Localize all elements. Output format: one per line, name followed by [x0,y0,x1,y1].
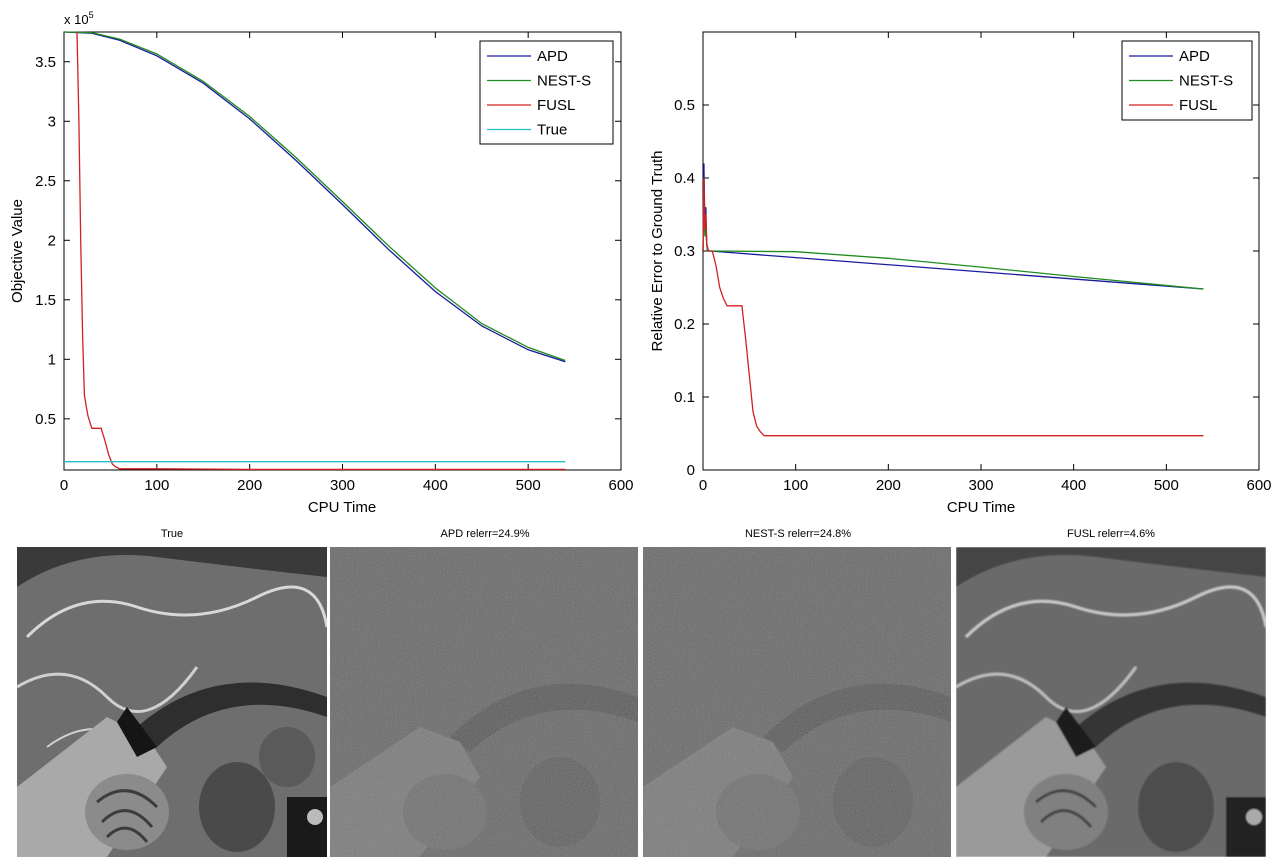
x-tick-labels: 0 100 200 300 400 500 600 [699,477,1272,494]
y-tick-label: 3 [48,113,56,130]
y-tick-label: 2 [48,232,56,249]
y-tick-label: 0.5 [674,97,695,114]
x-axis-label: CPU Time [308,499,376,516]
legend-entries: APD NEST-S FUSL True [487,48,591,139]
y-tick-label: 0.1 [674,389,695,406]
y-tick-labels: 0.5 1 1.5 2 2.5 3 3.5 [35,54,56,428]
objective-chart: 0 100 200 300 400 500 600 0.5 1 1.5 2 2.5 3 3.5 CPU … [9,10,634,516]
y-tick-label: 0.5 [35,411,56,428]
series-line-nests [63,31,566,362]
series-lines [63,31,566,471]
panel-title-nest-s: NEST-S relerr=24.8% [745,528,851,540]
y-tick-label: 0.4 [674,170,695,187]
panel-title-apd: APD relerr=24.9% [441,528,530,540]
x-tick-label: 500 [516,477,541,494]
x-tick-label: 600 [1246,477,1271,494]
y-tick-label: 2.5 [35,173,56,190]
x-tick-labels: 0 100 200 300 400 500 600 [60,477,634,494]
y-tick-label: 1.5 [35,292,56,309]
y-tick-label: 0.2 [674,316,695,333]
x-tick-label: 0 [699,477,707,494]
legend-label: NEST-S [1179,73,1233,90]
y-axis-label: Objective Value [9,199,26,303]
legend-entries: APD NEST-S FUSL [1129,48,1233,114]
legend-label: FUSL [537,97,575,114]
legend: APD NEST-S FUSL True [479,40,614,145]
x-tick-label: 400 [423,477,448,494]
x-axis-label: CPU Time [947,499,1015,516]
brain-image-true [17,547,327,857]
legend-box [479,40,614,145]
y-tick-label: 0.3 [674,243,695,260]
x-tick-label: 200 [237,477,262,494]
legend-label: FUSL [1179,97,1217,114]
x-tick-label: 600 [608,477,633,494]
x-tick-label: 0 [60,477,68,494]
y-tick-label: 3.5 [35,54,56,71]
x-tick-label: 300 [968,477,993,494]
y-tick-labels: 0 0.1 0.2 0.3 0.4 0.5 [674,97,695,479]
legend-label: APD [537,48,568,65]
legend-label: APD [1179,48,1210,65]
y-exponent-label: x 105 [64,10,94,27]
legend-label: True [537,122,567,139]
brain-image-apd [330,547,638,857]
relative-error-chart: 0 100 200 300 400 500 600 0 0.1 0.2 0.3 0.4 0.5 CPU… [649,31,1272,516]
series-lines [702,163,1204,437]
y-tick-label: 1 [48,351,56,368]
y-exponent-power: 5 [89,10,94,20]
tick-marks [702,32,1260,471]
x-tick-label: 100 [783,477,808,494]
x-tick-label: 100 [144,477,169,494]
x-tick-label: 400 [1061,477,1086,494]
legend: APD NEST-S FUSL [1121,40,1253,121]
x-tick-label: 500 [1154,477,1179,494]
y-exponent-base: x 10 [64,12,89,27]
panel-title-true: True [161,528,183,540]
brain-image-nest-s [643,547,951,857]
legend-label: NEST-S [537,73,591,90]
series-line-fusl [702,177,1204,437]
brain-image-fusl [956,547,1266,857]
y-axis-label: Relative Error to Ground Truth [649,151,666,352]
series-line-apd [63,31,566,363]
y-tick-label: 0 [687,462,695,479]
image-panels: True APD relerr=24.9% NEST-S relerr=24.8… [17,528,1266,857]
x-tick-label: 300 [330,477,355,494]
series-line-fusl [76,31,566,471]
x-tick-label: 200 [876,477,901,494]
panel-title-fusl: FUSL relerr=4.6% [1067,528,1155,540]
